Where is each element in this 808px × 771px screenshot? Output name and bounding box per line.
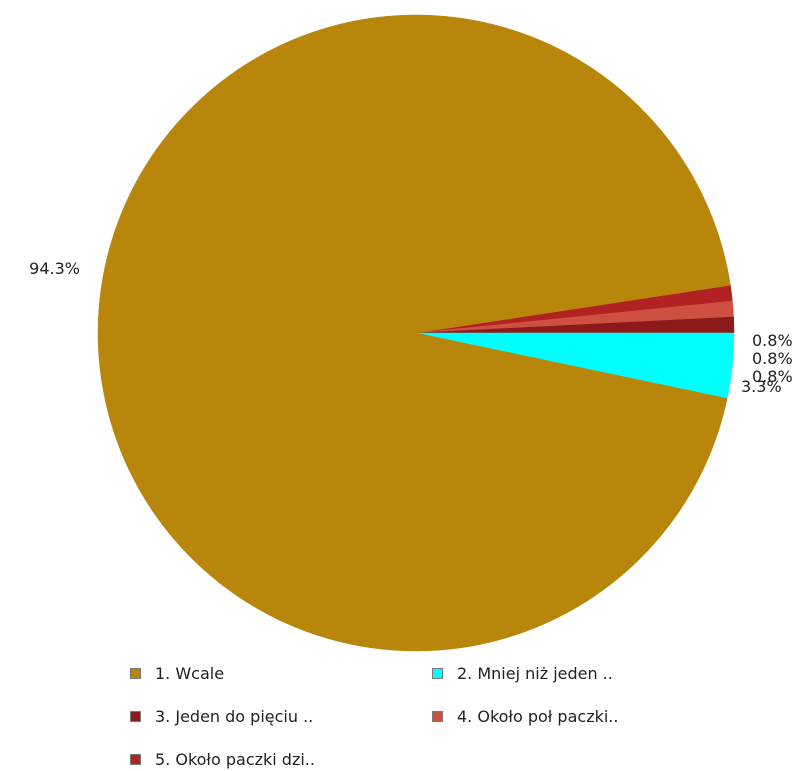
legend-label-4: 4. Około poł paczki.. [457, 707, 619, 726]
slice-label-1: 94.3% [29, 259, 80, 278]
legend-label-2: 2. Mniej niż jeden .. [457, 664, 613, 683]
slice-label-4: 0.8% [752, 349, 793, 368]
pie-slice-1 [97, 14, 731, 652]
legend-item-2: 2. Mniej niż jeden .. [432, 664, 613, 683]
legend-swatch-5 [130, 754, 141, 765]
legend-item-1: 1. Wcale [130, 664, 224, 683]
legend-label-5: 5. Około paczki dzi.. [155, 750, 315, 769]
slice-label-2: 3.3% [741, 377, 782, 396]
legend-item-5: 5. Około paczki dzi.. [130, 750, 315, 769]
legend-swatch-1 [130, 668, 141, 679]
slice-label-3: 0.8% [752, 367, 793, 386]
legend-item-3: 3. Jeden do pięciu .. [130, 707, 313, 726]
legend-swatch-3 [130, 711, 141, 722]
legend-swatch-4 [432, 711, 443, 722]
legend-swatch-2 [432, 668, 443, 679]
slice-label-5: 0.8% [752, 331, 793, 350]
legend-label-3: 3. Jeden do pięciu .. [155, 707, 314, 726]
legend-label-1: 1. Wcale [155, 664, 225, 683]
legend-item-4: 4. Około poł paczki.. [432, 707, 618, 726]
